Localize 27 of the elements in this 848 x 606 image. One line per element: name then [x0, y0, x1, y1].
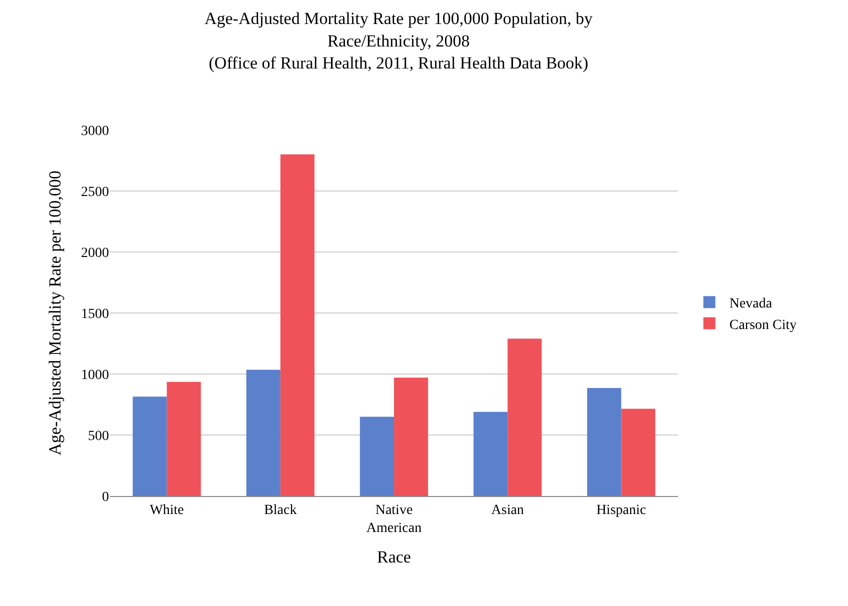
y-tick-label: 3000	[81, 124, 109, 139]
y-axis-title: Age-Adjusted Mortality Rate per 100,000	[46, 170, 65, 456]
bar	[587, 388, 622, 496]
x-axis-title: Race	[377, 547, 411, 566]
legend-label: Carson City	[729, 318, 797, 333]
x-tick-label: Native American	[366, 502, 422, 536]
y-tick-label: 1000	[81, 368, 109, 383]
x-tick-label: Black	[264, 502, 297, 518]
bar	[132, 396, 167, 496]
bar	[474, 412, 508, 496]
x-tick-label: Hispanic	[596, 502, 646, 518]
bar	[360, 416, 394, 496]
chart-title: Age-Adjusted Mortality Rate per 100,000 Population, by Race/Ethnicity, 2008 (Office of Rural Health, 2011, Rural Health Data Book)	[204, 9, 594, 72]
y-tick-label: 1500	[81, 306, 109, 322]
y-tick-label: 500	[88, 428, 109, 444]
x-tick-label: Asian	[491, 502, 524, 518]
y-tick-label: 2500	[81, 184, 109, 200]
bar	[246, 370, 280, 496]
x-tick-label: White	[150, 502, 184, 518]
bar	[394, 378, 428, 496]
bar	[280, 154, 314, 496]
legend-label: Nevada	[729, 296, 773, 312]
bar	[166, 382, 201, 496]
y-tick-label: 2000	[81, 246, 109, 261]
bar	[508, 338, 542, 496]
bar	[621, 408, 656, 496]
y-tick-label: 0	[102, 490, 109, 505]
